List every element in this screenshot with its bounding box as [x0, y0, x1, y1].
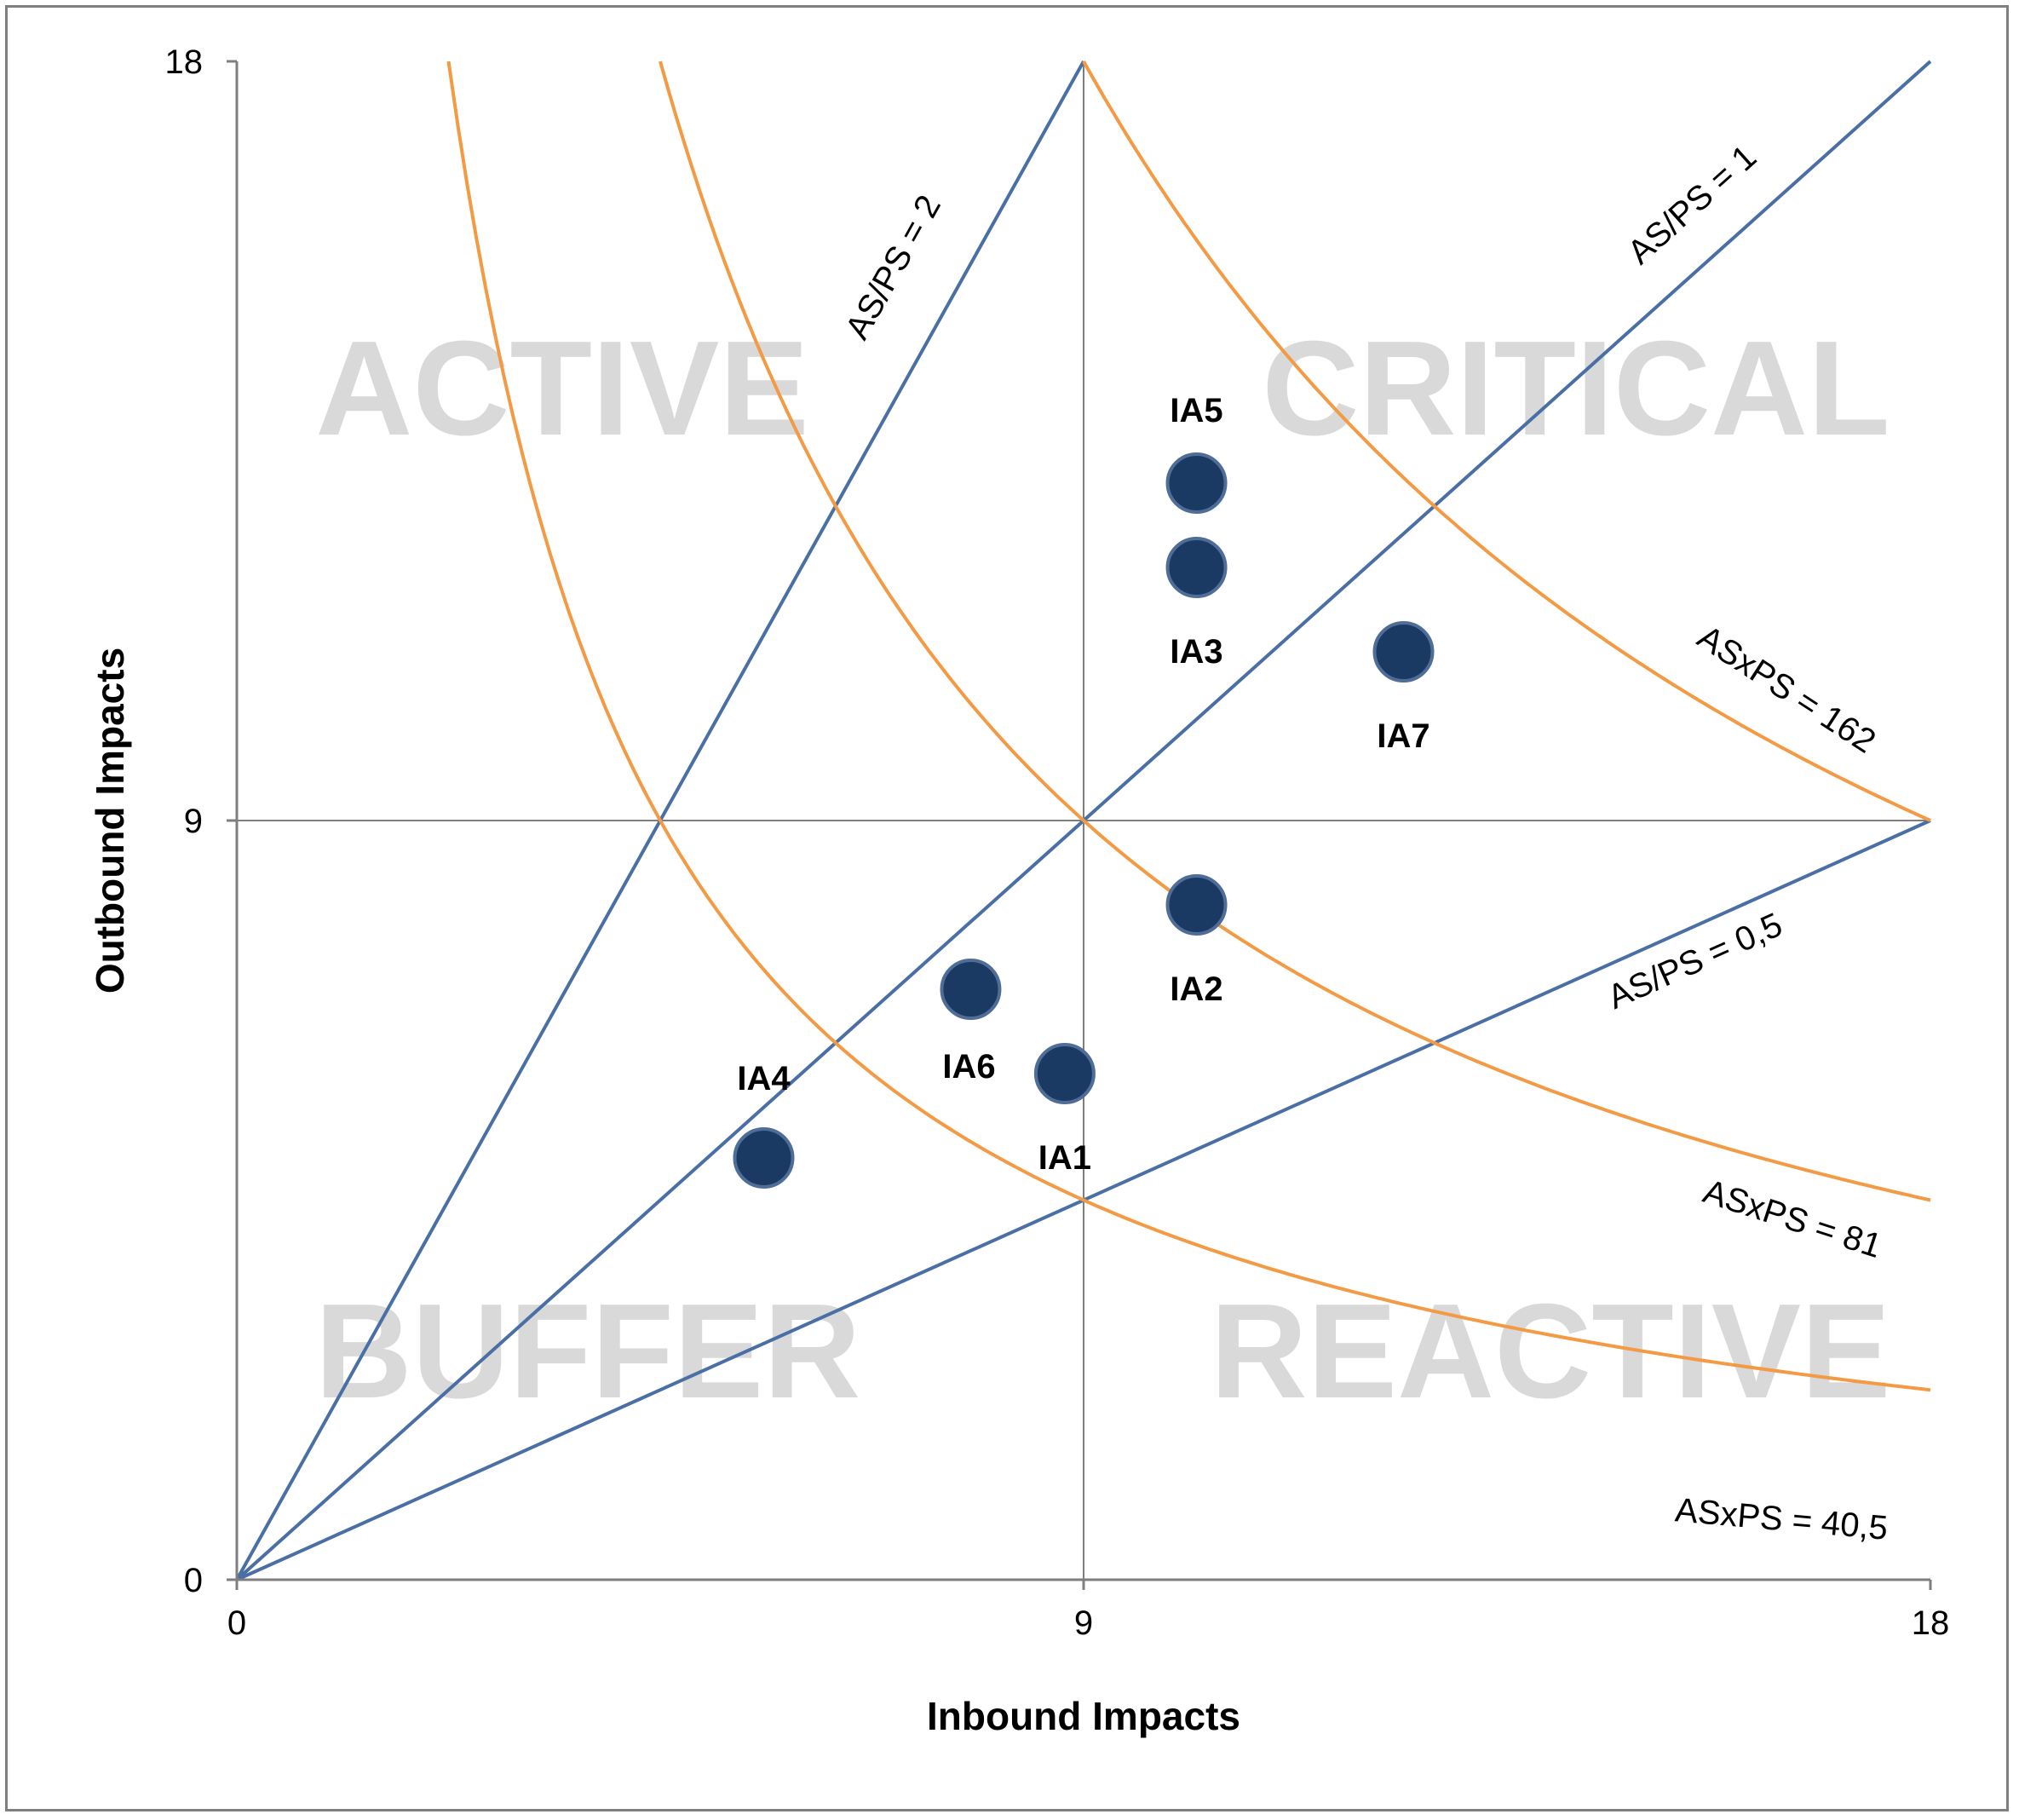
product-curve [1082, 60, 1931, 822]
ratio-line-label: AS/PS = 0,5 [1602, 906, 1788, 1017]
data-point-label: IA6 [942, 1048, 995, 1086]
product-curve-label: ASxPS = 81 [1699, 1172, 1886, 1265]
data-point-ia7 [1372, 621, 1435, 682]
quadrant-label-buffer: BUFFER [315, 1276, 861, 1426]
product-curve [446, 60, 1931, 1392]
data-point-ia6 [940, 959, 1002, 1020]
x-tick-label: 9 [1074, 1604, 1093, 1642]
y-tick-label: 18 [165, 43, 204, 81]
quadrant-labels: ACTIVE CRITICAL BUFFER REACTIVE [315, 314, 1891, 1426]
x-tick-label: 18 [1912, 1604, 1950, 1642]
product-curve-label: ASxPS = 40,5 [1674, 1491, 1890, 1547]
quadrant-label-reactive: REACTIVE [1211, 1276, 1891, 1426]
product-curves [446, 60, 1931, 1392]
quadrant-label-critical: CRITICAL [1262, 314, 1890, 464]
y-tick-label: 0 [184, 1562, 203, 1599]
chart-frame [5, 5, 2009, 1811]
data-point-label: IA2 [1170, 970, 1222, 1008]
x-axis-title: Inbound Impacts [927, 1694, 1240, 1738]
data-points [733, 452, 1435, 1189]
data-point-label: IA5 [1170, 392, 1222, 429]
ratio-line-label: AS/PS = 1 [1621, 138, 1764, 272]
ratio-line-label: AS/PS = 2 [838, 189, 948, 346]
data-point-ia2 [1165, 874, 1228, 936]
data-point-label: IA1 [1038, 1139, 1091, 1177]
data-point-label: IA7 [1377, 717, 1429, 755]
data-point-ia5 [1165, 452, 1228, 514]
product-curve [659, 60, 1931, 1202]
data-point-ia3 [1165, 537, 1228, 598]
data-point-ia1 [1033, 1043, 1096, 1104]
data-point-ia4 [733, 1127, 795, 1189]
axes: 0 9 18 0 9 18 Inbound Impacts Outbound Impacts [88, 43, 1949, 1738]
product-curve-label: ASxPS = 162 [1691, 619, 1882, 761]
y-tick-label: 9 [184, 803, 203, 840]
data-point-label: IA4 [737, 1060, 791, 1097]
data-point-label: IA3 [1170, 633, 1222, 671]
quadrant-label-active: ACTIVE [315, 314, 808, 464]
y-axis-title: Outbound Impacts [88, 648, 132, 994]
x-tick-label: 0 [227, 1604, 246, 1642]
